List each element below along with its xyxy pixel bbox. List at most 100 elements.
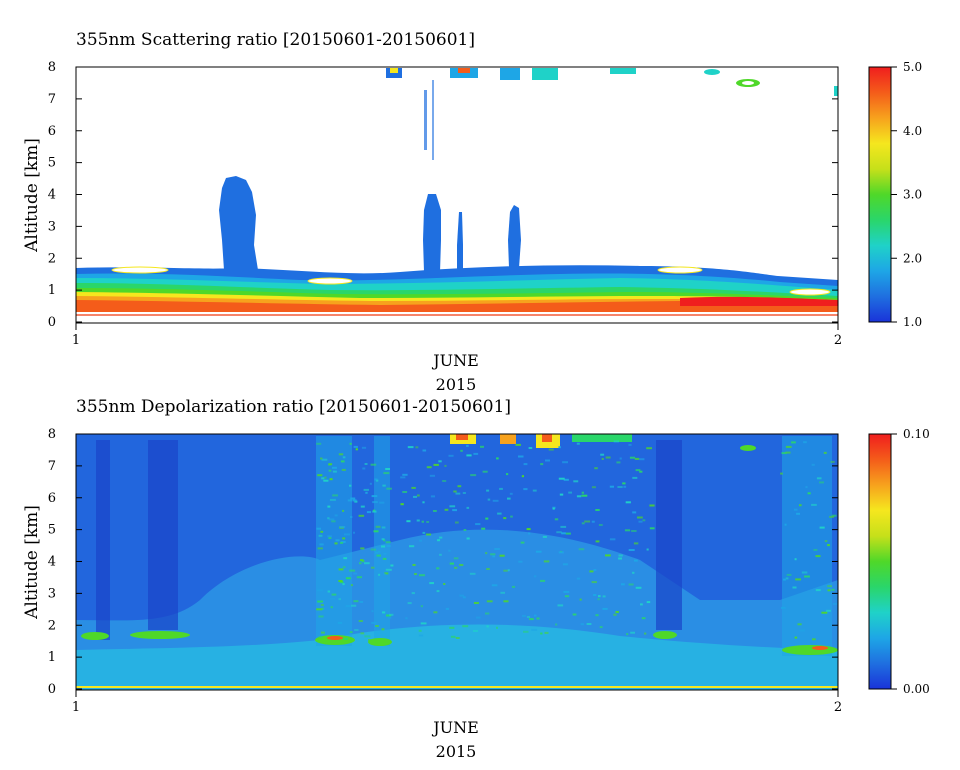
depolarization-colorbar-gradient — [868, 433, 892, 690]
depolarization-speckle — [639, 470, 643, 473]
depolarization-speckle — [420, 605, 423, 608]
depolarization-speckle — [327, 505, 331, 508]
depolarization-speckle — [544, 631, 549, 634]
y-tick-label: 8 — [48, 60, 56, 75]
depolarization-speckle — [638, 520, 643, 523]
y-tick-label: 8 — [48, 427, 56, 442]
depolarization-speckle — [518, 560, 523, 563]
depolarization-speckle — [377, 551, 381, 553]
depolarization-speckle — [359, 562, 362, 565]
depolarization-speckle — [351, 604, 357, 607]
depolarization-speckle — [528, 532, 531, 535]
y-tick-label: 4 — [48, 188, 56, 203]
depolarization-speckle — [361, 560, 365, 563]
depolarization-speckle — [533, 575, 537, 578]
depolarization-speckle — [360, 632, 365, 635]
depolarization-speckle — [462, 492, 466, 494]
depolarization-speckle — [388, 616, 392, 619]
scattering-plumes — [219, 176, 521, 272]
depolarization-speckle — [334, 514, 338, 517]
depolarization-speckle — [529, 618, 534, 621]
depolarization-speckle — [429, 474, 435, 477]
depolarization-speckle — [630, 631, 635, 634]
depolarization-speckle — [811, 503, 817, 506]
depolarization-speckle — [364, 463, 368, 465]
depolarization-speckle — [595, 614, 599, 617]
depolarization-speckle — [609, 538, 616, 541]
depolarization-speckle — [595, 509, 600, 511]
depolarization-speckle — [602, 607, 608, 610]
depolarization-speckle — [486, 568, 490, 570]
depolarization-speckle — [548, 448, 554, 451]
depolarization-speckle — [383, 552, 387, 555]
depolarization-speckle — [328, 537, 332, 539]
depolarization-speckle — [317, 547, 323, 550]
depolarization-speckle — [497, 512, 502, 515]
depolarization-speckle — [327, 590, 331, 593]
x-tick-label: 1 — [72, 333, 80, 348]
depolarization-speckle — [383, 573, 386, 576]
depolarization-speckle — [360, 505, 365, 508]
depolarization-speckle — [511, 585, 516, 588]
depolarization-speckle — [332, 494, 338, 497]
depolarization-speckle — [462, 625, 469, 628]
depolarization-speckle — [449, 626, 455, 629]
depolarization-speckle — [635, 469, 641, 472]
depolarization-speckle — [559, 493, 564, 496]
depolarization-speckle — [507, 569, 510, 572]
depolarization-speckle — [831, 514, 837, 517]
depolarization-speckle — [623, 485, 627, 488]
depolarization-speckle — [572, 613, 577, 616]
depolarization-speckle — [316, 442, 322, 445]
scattering-plume — [508, 205, 521, 268]
depolarization-speckle — [554, 518, 559, 521]
depolarization-speckle — [381, 628, 385, 631]
y-tick-label: 6 — [48, 124, 56, 139]
depolarization-speckle — [321, 477, 325, 480]
depolarization-speckle — [450, 635, 456, 638]
depolarization-speckle — [318, 615, 324, 618]
depolarization-speckle — [317, 589, 323, 592]
depolarization-speckle — [455, 521, 459, 524]
depolarization-speckle — [792, 586, 797, 589]
depolarization-speckle — [355, 448, 358, 451]
depolarization-speckle — [581, 494, 588, 497]
depolarization-speckle — [360, 547, 365, 550]
depolarization-speckle — [794, 636, 798, 639]
depolarization-speckle — [454, 566, 458, 569]
depolarization-speckle — [413, 495, 417, 498]
depolarization-speckle — [526, 528, 531, 531]
depolarization-speckle — [452, 509, 457, 512]
depolarization-speckle — [459, 564, 464, 566]
depolarization-speckle — [320, 530, 324, 533]
depolarization-speckle — [448, 549, 451, 552]
depolarization-speckle — [823, 451, 827, 454]
depolarization-speckle — [827, 544, 830, 547]
depolarization-speckle — [496, 457, 499, 460]
y-tick-label: 2 — [48, 618, 56, 633]
depolarization-speckle — [386, 545, 391, 547]
depolarization-speckle — [455, 637, 460, 639]
depolarization-speckle — [829, 515, 835, 518]
y-tick-label: 5 — [48, 523, 56, 538]
depolarization-speckle — [349, 569, 356, 572]
depolarization-speckle — [327, 535, 332, 538]
y-tick-label: 1 — [48, 283, 56, 298]
depolarization-speckle — [621, 583, 625, 586]
y-tick-label: 0 — [48, 315, 56, 330]
depolarization-speckle — [343, 557, 348, 560]
scattering-high-cloud — [704, 69, 720, 75]
depolarization-speckle — [349, 442, 352, 445]
depolarization-speckle — [799, 629, 805, 632]
depolarization-speckle — [343, 637, 349, 640]
depolarization-speckle — [354, 500, 358, 503]
depolarization-speckle — [506, 473, 509, 476]
depolarization-speckle — [439, 553, 442, 556]
depolarization-speckle — [785, 451, 791, 454]
depolarization-cloud-base — [368, 638, 392, 646]
depolarization-speckle — [791, 441, 796, 444]
depolarization-speckle — [422, 449, 427, 452]
depolarization-speckle — [500, 591, 505, 594]
depolarization-speckle — [319, 543, 324, 546]
depolarization-speckle — [463, 529, 467, 531]
